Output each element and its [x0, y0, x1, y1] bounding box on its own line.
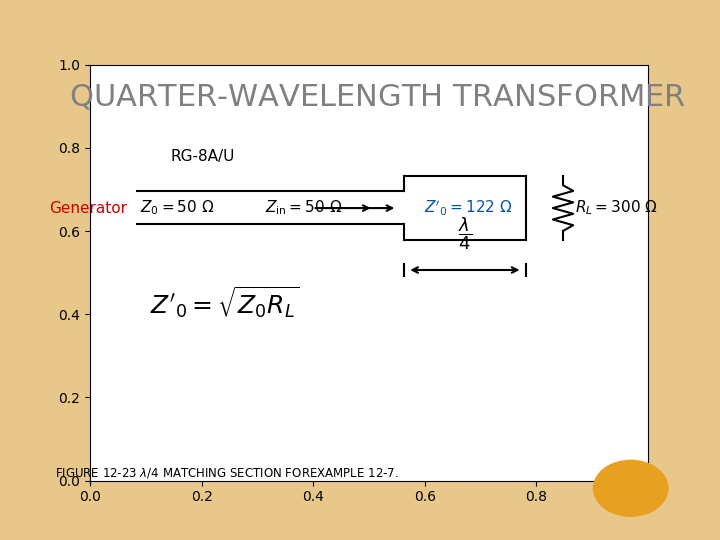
Text: $R_L = 300\ \Omega$: $R_L = 300\ \Omega$ [575, 199, 658, 218]
Circle shape [593, 460, 668, 516]
Text: $\mathsf{Q}$UARTER-$\mathsf{W}$AVELENGTH $\mathsf{T}$RANSFORMER: $\mathsf{Q}$UARTER-$\mathsf{W}$AVELENGTH… [69, 82, 686, 111]
Text: $Z'_0 = 122\ \Omega$: $Z'_0 = 122\ \Omega$ [424, 198, 513, 218]
Text: Generator: Generator [49, 200, 127, 215]
Text: $Z_0 = 50\ \Omega$: $Z_0 = 50\ \Omega$ [140, 199, 215, 218]
Text: RG-8A/U: RG-8A/U [171, 149, 235, 164]
Text: $\dfrac{\lambda}{4}$: $\dfrac{\lambda}{4}$ [458, 215, 472, 252]
Text: $Z_{\rm in} = 50\ \Omega$: $Z_{\rm in} = 50\ \Omega$ [265, 199, 343, 218]
Text: $Z'_0 = \sqrt{Z_0 R_L}$: $Z'_0 = \sqrt{Z_0 R_L}$ [150, 285, 300, 321]
Text: $\mathsf{F}$IGURE 12-23 $\lambda$/4 MATCHING SECTION FOR$\mathsf{E}$XAMPLE 12-7.: $\mathsf{F}$IGURE 12-23 $\lambda$/4 MATC… [55, 466, 399, 480]
